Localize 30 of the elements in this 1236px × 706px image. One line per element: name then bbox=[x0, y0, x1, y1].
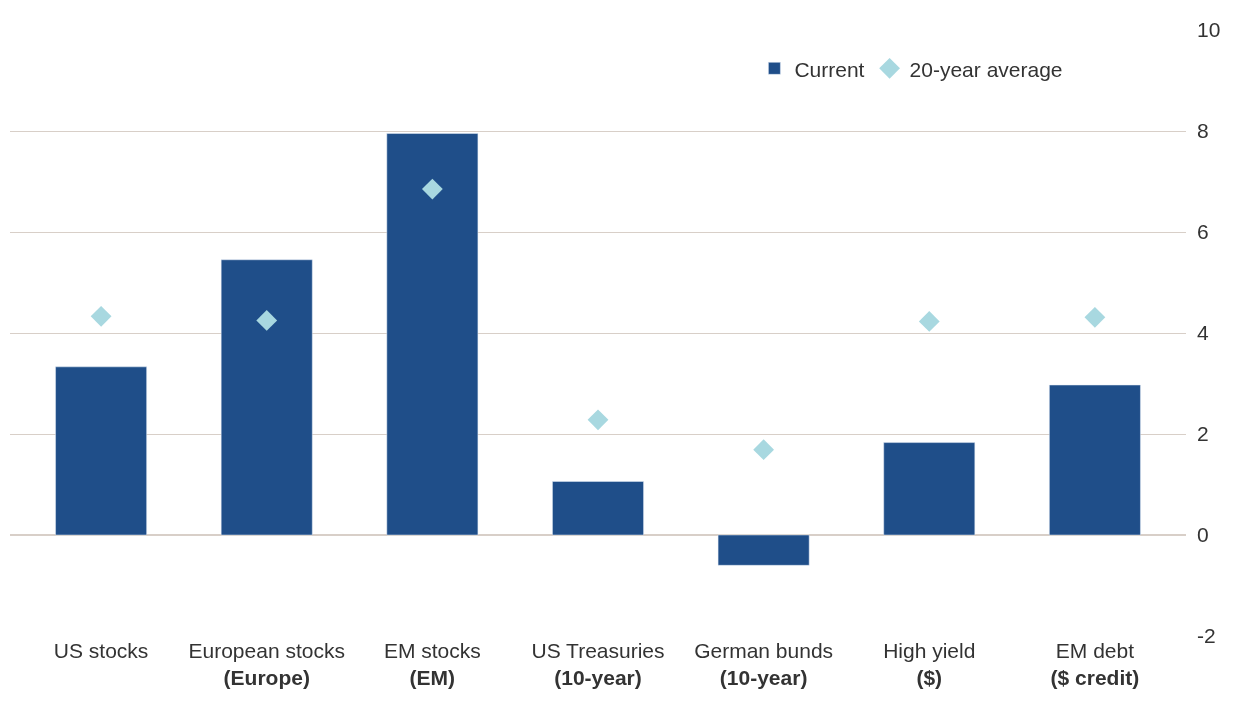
bar bbox=[386, 133, 479, 536]
bar bbox=[717, 534, 810, 566]
point bbox=[918, 310, 940, 332]
bar bbox=[552, 481, 644, 536]
bar bbox=[883, 442, 976, 536]
point bbox=[256, 309, 278, 331]
bar bbox=[55, 366, 147, 536]
point bbox=[90, 305, 112, 327]
x-tick-label: EM debt ($ credit) bbox=[1050, 639, 1140, 690]
y-tick-label: 6 bbox=[1197, 220, 1209, 244]
legend-label: Current bbox=[794, 57, 865, 81]
y-tick-label: -2 bbox=[1197, 624, 1216, 648]
point bbox=[587, 409, 609, 431]
y-tick-label: 8 bbox=[1197, 119, 1209, 143]
x-tick-label: German bunds (10-year) bbox=[694, 639, 834, 690]
x-tick-label: US Treasuries (10-year) bbox=[531, 639, 665, 690]
x-tick-label: US stocks bbox=[53, 639, 149, 662]
x-tick-label: European stocks (Europe) bbox=[188, 639, 345, 690]
legend-label: 20-year average bbox=[909, 57, 1063, 81]
x-tick-label: EM stocks (EM) bbox=[383, 639, 481, 690]
point bbox=[1084, 306, 1106, 328]
y-tick-label: 10 bbox=[1197, 18, 1221, 42]
x-tick-label: High yield ($) bbox=[883, 639, 976, 690]
bar bbox=[220, 259, 313, 536]
point bbox=[421, 178, 443, 200]
y-tick-label: 0 bbox=[1197, 523, 1209, 547]
y-tick-label: 4 bbox=[1197, 321, 1209, 345]
point bbox=[753, 439, 775, 461]
bar bbox=[1049, 384, 1141, 536]
y-tick-label: 2 bbox=[1197, 422, 1209, 446]
